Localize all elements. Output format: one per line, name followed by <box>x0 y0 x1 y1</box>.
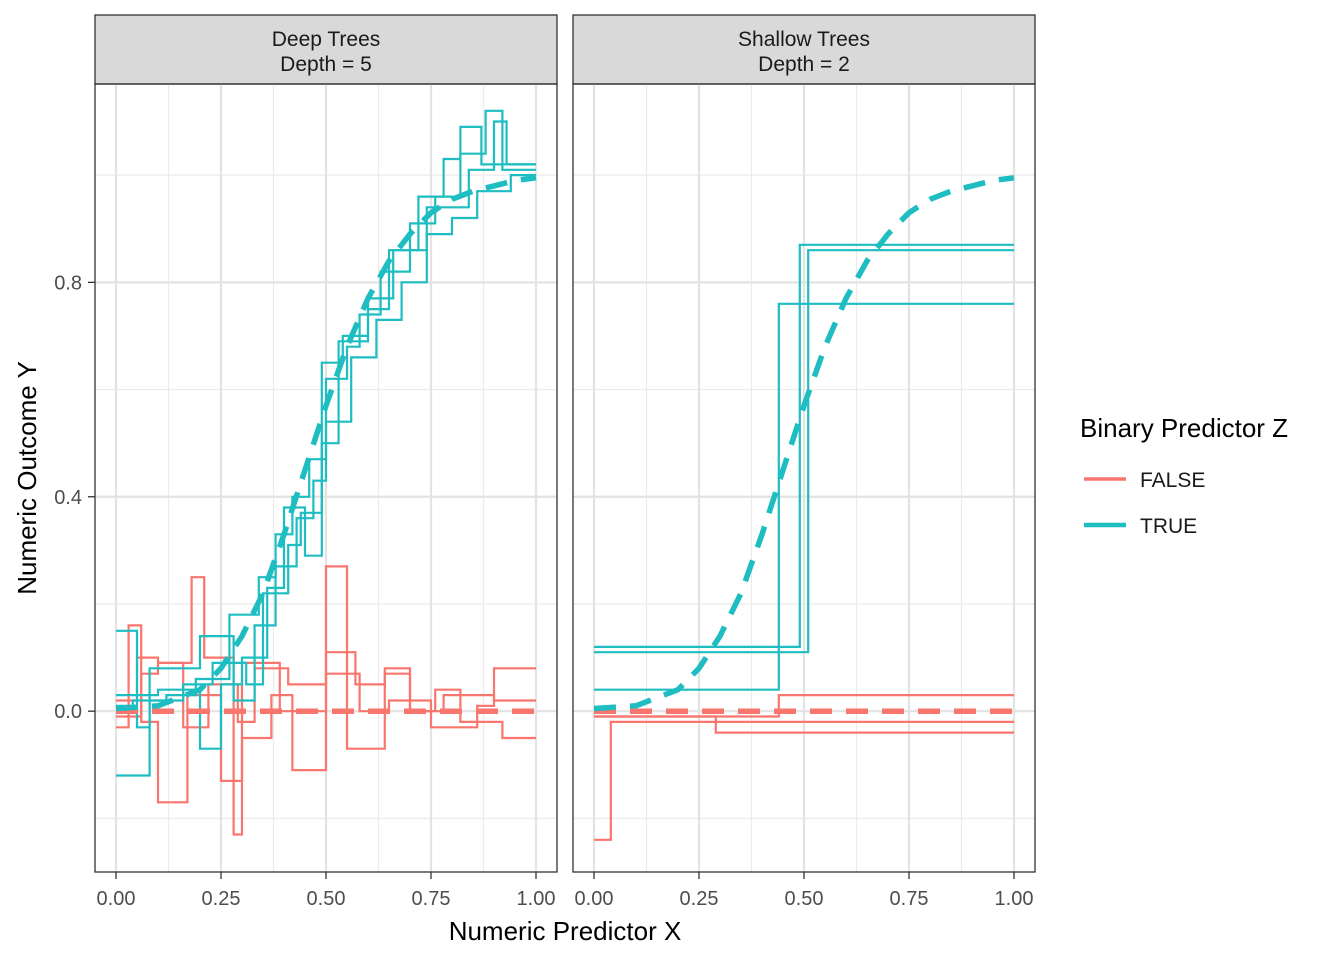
fitted-step-true <box>116 174 536 707</box>
legend-title: Binary Predictor Z <box>1080 413 1288 443</box>
x-tick-label: 0.75 <box>890 888 929 910</box>
fitted-step-false <box>116 565 536 804</box>
facet-title-line1: Deep Trees <box>272 28 381 51</box>
fitted-step-false <box>116 651 536 729</box>
facet-title-line1: Shallow Trees <box>738 28 870 51</box>
y-tick-label: 0.4 <box>54 487 82 509</box>
fitted-step-false <box>594 693 1014 718</box>
plot-area <box>573 84 1035 872</box>
x-tick-label: 0.25 <box>680 888 719 910</box>
y-tick-label: 0.0 <box>54 701 82 723</box>
legend-label-true: TRUE <box>1140 515 1197 538</box>
y-axis-title: Numeric Outcome Y <box>12 361 42 595</box>
x-tick-label: 0.75 <box>412 888 451 910</box>
true-curve-true <box>115 175 537 712</box>
facet-title-line2: Depth = 2 <box>758 53 850 76</box>
x-tick-label: 0.00 <box>97 888 136 910</box>
x-axis-shallow: 0.00 0.25 0.50 0.75 1.00 <box>575 872 1034 910</box>
legend-item-false: FALSE <box>1084 469 1205 492</box>
x-axis-deep: 0.00 0.25 0.50 0.75 1.00 <box>97 872 556 910</box>
fitted-step-true <box>116 120 536 777</box>
fitted-step-true <box>594 302 1014 691</box>
x-tick-label: 1.00 <box>517 888 556 910</box>
x-axis-title: Numeric Predictor X <box>449 916 682 946</box>
facet-strip <box>572 14 1036 85</box>
y-axis: 0.0 0.4 0.8 <box>54 272 95 723</box>
legend-item-true: TRUE <box>1084 515 1197 538</box>
x-tick-label: 0.25 <box>202 888 241 910</box>
x-tick-label: 0.50 <box>785 888 824 910</box>
legend-label-false: FALSE <box>1140 469 1205 492</box>
fitted-step-false <box>594 720 1014 841</box>
plot-area <box>95 84 557 872</box>
true-curve-true <box>593 175 1015 712</box>
legend: Binary Predictor Z FALSE TRUE <box>1080 413 1288 538</box>
y-tick-label: 0.8 <box>54 272 82 294</box>
x-tick-label: 0.00 <box>575 888 614 910</box>
x-tick-label: 1.00 <box>995 888 1034 910</box>
facet-panel-deep-trees: Deep Trees Depth = 5 <box>94 14 558 873</box>
facet-title-line2: Depth = 5 <box>280 53 372 76</box>
fitted-step-true <box>594 249 1014 654</box>
facet-strip <box>94 14 558 85</box>
x-tick-label: 0.50 <box>307 888 346 910</box>
facet-panel-shallow-trees: Shallow Trees Depth = 2 <box>572 14 1036 873</box>
fitted-step-true <box>594 243 1014 649</box>
